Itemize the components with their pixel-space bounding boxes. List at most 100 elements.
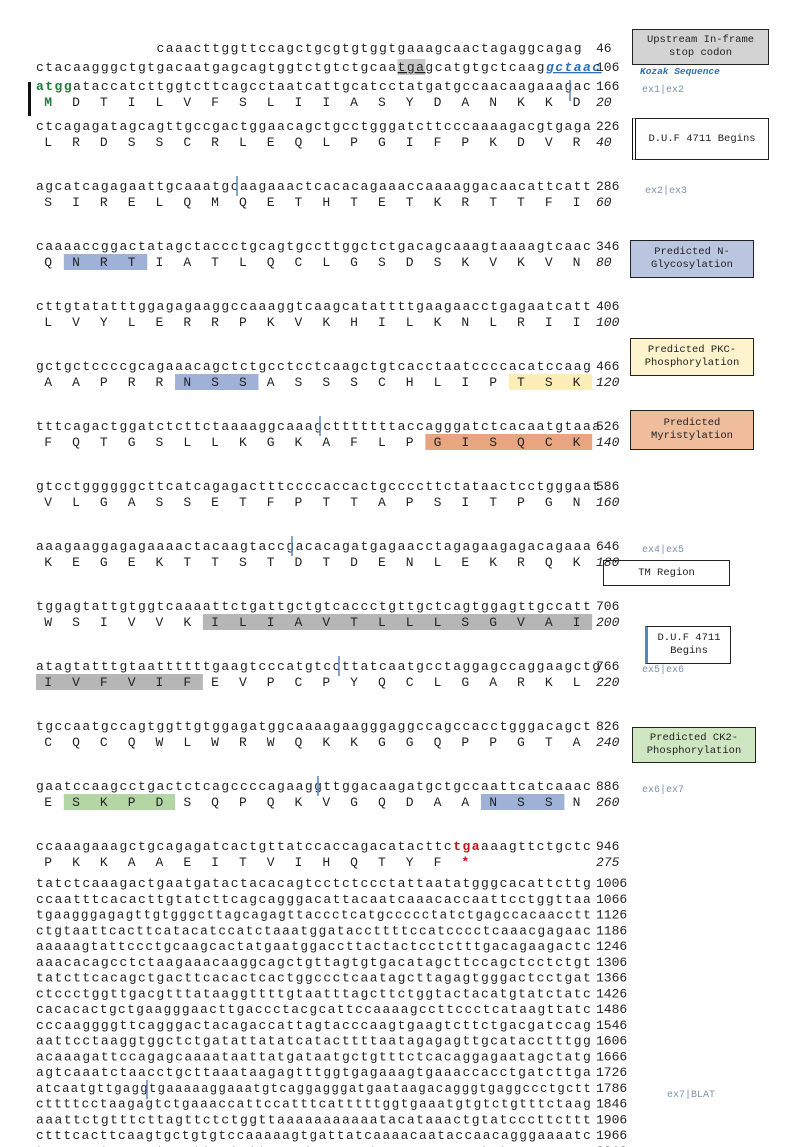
kozak-label: Kozak Sequence bbox=[640, 66, 720, 77]
position-number: 646 bbox=[596, 539, 619, 554]
position-number: 826 bbox=[596, 719, 619, 734]
position-number: 1846 bbox=[596, 1097, 627, 1112]
nucleotide-line: aattcctaaggtggctctgatattatatcatacttttaat… bbox=[36, 1034, 592, 1049]
aa-number: 120 bbox=[596, 375, 620, 390]
tm-box: TM Region bbox=[603, 560, 730, 586]
n-glyco-box: Predicted N-Glycosylation bbox=[630, 240, 754, 278]
position-number: 1186 bbox=[596, 923, 627, 938]
position-number: 406 bbox=[596, 299, 619, 314]
aa-number: 275 bbox=[596, 855, 620, 870]
position-number: 1726 bbox=[596, 1065, 627, 1080]
nucleotide-line: aaacacagcctctaagaaacaaggcagctgttagtgtgac… bbox=[36, 955, 592, 970]
position-number: 1006 bbox=[596, 876, 627, 891]
nucleotide-line: aaagaaggagagaaaactacaagtaccgacacagatgaga… bbox=[36, 539, 592, 554]
nucleotide-line: tcacccctaaggctcgattaatattcaagtccagcctgaa… bbox=[36, 1144, 518, 1147]
position-number: 466 bbox=[596, 359, 619, 374]
nucleotide-line: tatcttcacagctgacttcacactcactggccctcaatag… bbox=[36, 971, 592, 986]
position-number: 286 bbox=[596, 179, 619, 194]
nucleotide-line: acaaagattccagagcaaaataattatgataatgctgttt… bbox=[36, 1049, 592, 1064]
position-number: 1246 bbox=[596, 939, 627, 954]
position-number: 1066 bbox=[596, 892, 627, 907]
highlight bbox=[36, 674, 203, 690]
aa-number: 260 bbox=[596, 795, 620, 810]
nucleotide-line: agcatcagagaattgcaaatgcaagaaactcacacagaaa… bbox=[36, 179, 592, 194]
position-number: 1546 bbox=[596, 1018, 627, 1033]
nucleotide-line: ctacaagggctgtgacaatgagcagtggtctgtctgcaat… bbox=[36, 60, 602, 75]
nucleotide-line: gctgctccccgcagaaacagctctgcctcctcaagctgtc… bbox=[36, 359, 592, 374]
nucleotide-line: ctcagagatagcagttgccgactggaacagctgcctggga… bbox=[36, 119, 592, 134]
nucleotide-line: caaaaccggactatagctaccctgcagtgccttggctctg… bbox=[36, 239, 592, 254]
aa-number: 60 bbox=[596, 195, 612, 210]
exon-junction-label: ex5|ex6 bbox=[642, 664, 684, 676]
exon-junction-label: ex7|BLAT bbox=[667, 1089, 715, 1101]
position-number: 1966 bbox=[596, 1128, 627, 1143]
duf-box-2: D.U.F 4711 Begins bbox=[645, 626, 731, 664]
nucleotide-line: cttttcctaagagtctgaaaccattccatttcatttttgg… bbox=[36, 1097, 592, 1112]
position-number: 2018 bbox=[596, 1144, 627, 1147]
amino-acid-line: P K K A A E I T V I H Q T Y F * bbox=[44, 855, 470, 870]
position-number: 1426 bbox=[596, 986, 627, 1001]
nucleotide-line: atcaatgttgaggtgaaaaaggaaatgtcaggagggatga… bbox=[36, 1081, 592, 1096]
nucleotide-line: tttcagactggatctcttctaaaaggcaaagcttttttta… bbox=[36, 419, 602, 434]
position-number: 1366 bbox=[596, 971, 627, 986]
nucleotide-line: cccaaggggttcagggactacagaccattagtacccaagt… bbox=[36, 1018, 592, 1033]
nucleotide-line: ccaatttcacacttgtatcttcagcagggacattacaatc… bbox=[36, 892, 592, 907]
position-number: 526 bbox=[596, 419, 619, 434]
highlight bbox=[397, 59, 426, 75]
nucleotide-line: atggataccatcttggtcttcagcctaatcattgcatcct… bbox=[36, 79, 592, 94]
start-bar bbox=[28, 82, 31, 116]
position-number: 106 bbox=[596, 60, 619, 75]
aa-number: 140 bbox=[596, 435, 620, 450]
nucleotide-line: tgccaatgccagtggttgtggagatggcaaaagaagggag… bbox=[36, 719, 592, 734]
nucleotide-line: ctccctggttgacgtttataaggttttgtaatttagcttc… bbox=[36, 986, 592, 1001]
position-number: 1306 bbox=[596, 955, 627, 970]
exon-junction-label: ex6|ex7 bbox=[642, 784, 684, 796]
nucleotide-line: aaattctgtttcttagttctctggttaaaaaaaaaaatac… bbox=[36, 1112, 592, 1127]
nucleotide-line: ctgtaattcacttcatacatccatctaaatggataccttt… bbox=[36, 923, 592, 938]
myristylation-box: Predicted Myristylation bbox=[630, 410, 754, 450]
position-number: 1126 bbox=[596, 908, 627, 923]
position-number: 886 bbox=[596, 779, 619, 794]
position-number: 1486 bbox=[596, 1002, 627, 1017]
nucleotide-line: gaatccaagcctgactctcagccccagaaggttggacaag… bbox=[36, 779, 592, 794]
exon-junction-label: ex2|ex3 bbox=[645, 185, 687, 197]
aa-number: 240 bbox=[596, 735, 620, 750]
aa-number: 100 bbox=[596, 315, 620, 330]
exon-junction-label: ex1|ex2 bbox=[642, 84, 684, 96]
position-number: 1786 bbox=[596, 1081, 627, 1096]
nucleotide-line: aaaaagtattccctgcaagcactatgaatggaccttacta… bbox=[36, 939, 592, 954]
highlight bbox=[175, 374, 259, 390]
position-number: 166 bbox=[596, 79, 619, 94]
aa-number: 40 bbox=[596, 135, 612, 150]
aa-number: 200 bbox=[596, 615, 620, 630]
position-number: 766 bbox=[596, 659, 619, 674]
aa-number: 20 bbox=[596, 95, 612, 110]
nucleotide-line: agtcaaatctaacctgcttaaataagagtttggtgagaaa… bbox=[36, 1065, 592, 1080]
highlight bbox=[63, 794, 176, 810]
pkc-box: Predicted PKC-Phosphorylation bbox=[630, 338, 754, 376]
position-number: 1606 bbox=[596, 1034, 627, 1049]
duf-box: D.U.F 4711 Begins bbox=[632, 118, 769, 160]
position-number: 46 bbox=[596, 41, 612, 56]
position-number: 1906 bbox=[596, 1112, 627, 1127]
aa-number: 80 bbox=[596, 255, 612, 270]
exon-junction-label: ex4|ex5 bbox=[642, 544, 684, 556]
nucleotide-line: tggagtattgtggtcaaaattctgattgctgtcaccctgt… bbox=[36, 599, 592, 614]
ck2-box: Predicted CK2-Phosphorylation bbox=[632, 727, 756, 763]
highlight bbox=[63, 254, 148, 270]
upstream-stop-box: Upstream In-frame stop codon bbox=[632, 29, 769, 65]
nucleotide-line: ctttcacttcaagtgctgtgtccaaaaagtgattatcaaa… bbox=[36, 1128, 592, 1143]
